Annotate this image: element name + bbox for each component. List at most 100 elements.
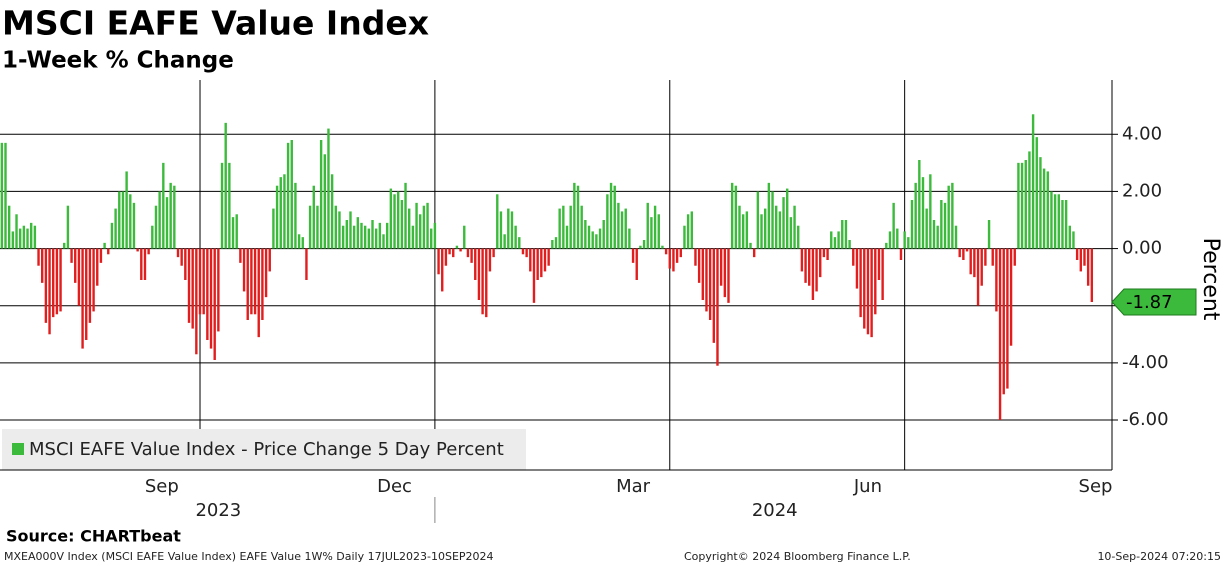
- bar: [940, 200, 943, 249]
- bar: [969, 248, 972, 275]
- bar: [998, 248, 1002, 420]
- bar: [158, 191, 161, 249]
- bar: [253, 248, 257, 315]
- y-tick-label: 0.00: [1122, 238, 1162, 259]
- footer-center: Copyright© 2024 Bloomberg Finance L.P.: [684, 550, 911, 563]
- bar: [763, 208, 767, 249]
- bar: [848, 240, 851, 249]
- bar: [26, 228, 29, 249]
- bar: [591, 231, 594, 249]
- bar: [404, 182, 407, 249]
- bar: [797, 225, 800, 249]
- bar: [852, 248, 855, 266]
- bar: [752, 248, 756, 258]
- bar: [760, 214, 763, 249]
- bar: [485, 248, 488, 318]
- bar: [77, 248, 81, 306]
- bar: [870, 248, 873, 338]
- bar: [290, 140, 293, 249]
- bar: [551, 240, 554, 249]
- bar: [690, 211, 693, 249]
- bar: [488, 248, 492, 272]
- bar: [107, 248, 110, 255]
- bar: [719, 248, 723, 286]
- bar: [1013, 248, 1016, 266]
- y-tick-label: -4.00: [1122, 352, 1169, 373]
- bar: [903, 231, 906, 249]
- bar: [863, 248, 866, 329]
- bar: [929, 174, 932, 249]
- legend-label: MSCI EAFE Value Index - Price Change 5 D…: [29, 439, 504, 460]
- bar: [918, 160, 921, 249]
- bar: [37, 248, 40, 266]
- last-value-label: -1.87: [1126, 292, 1173, 313]
- bar: [66, 205, 70, 249]
- bar: [396, 191, 400, 249]
- bar: [899, 248, 903, 260]
- bar: [140, 248, 143, 280]
- bar: [584, 220, 587, 249]
- bar: [910, 200, 914, 249]
- bar: [686, 214, 690, 249]
- bar: [855, 248, 859, 289]
- bar: [411, 225, 415, 249]
- bar: [892, 202, 895, 249]
- bar: [455, 245, 459, 249]
- bar: [540, 248, 543, 278]
- source: Source: CHARTbeat: [6, 527, 181, 546]
- y-tick-label: 4.00: [1122, 123, 1162, 144]
- bar: [231, 217, 235, 249]
- bar: [943, 202, 947, 249]
- bar: [646, 202, 649, 249]
- bar: [565, 225, 569, 249]
- bar: [782, 197, 785, 249]
- bar: [587, 225, 591, 249]
- bar: [1039, 157, 1042, 249]
- bar: [187, 248, 191, 323]
- bar: [118, 191, 121, 249]
- bar: [507, 208, 510, 249]
- bar: [503, 234, 506, 249]
- bar: [176, 248, 180, 258]
- bar: [657, 214, 660, 249]
- bar: [103, 242, 106, 249]
- bar: [1017, 162, 1020, 249]
- bar: [624, 208, 627, 249]
- bar: [389, 188, 393, 249]
- bar: [7, 205, 11, 249]
- bar: [448, 248, 451, 255]
- bar: [279, 177, 282, 249]
- bar: [620, 211, 624, 249]
- chart-title: MSCI EAFE Value Index: [2, 4, 429, 43]
- y-tick-label: -6.00: [1122, 409, 1169, 430]
- bar: [973, 248, 976, 278]
- bar: [958, 248, 961, 258]
- bar: [730, 182, 734, 249]
- bar: [653, 205, 657, 249]
- bar: [613, 185, 616, 249]
- bar: [819, 248, 822, 278]
- bar: [169, 182, 172, 249]
- bar: [896, 228, 899, 249]
- bar: [393, 194, 396, 249]
- bar: [668, 248, 671, 269]
- bar: [642, 240, 646, 249]
- bar: [283, 174, 286, 249]
- bar: [683, 225, 686, 249]
- bar: [1072, 231, 1075, 249]
- bar: [275, 185, 279, 249]
- bar: [1031, 114, 1035, 249]
- bar: [1057, 194, 1060, 249]
- bar: [59, 248, 62, 312]
- bar: [154, 205, 158, 249]
- chart-subtitle: 1-Week % Change: [2, 48, 234, 74]
- bar: [995, 248, 998, 312]
- bar: [778, 211, 782, 249]
- bar: [569, 205, 572, 249]
- bar: [334, 205, 338, 249]
- bar: [352, 225, 356, 249]
- bar: [272, 208, 275, 249]
- bar: [888, 231, 892, 249]
- bar: [319, 140, 323, 249]
- bar: [532, 248, 536, 303]
